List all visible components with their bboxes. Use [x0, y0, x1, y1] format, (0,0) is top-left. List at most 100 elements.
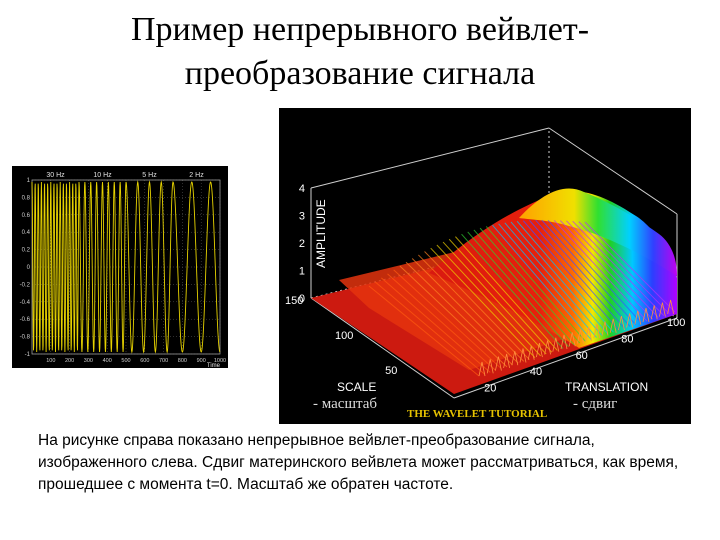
signal-segment-label: 10 Hz	[93, 172, 112, 179]
surface-ridge-line	[418, 254, 525, 362]
signal-waveform	[31, 180, 221, 354]
signal-y-tick: 0	[27, 265, 31, 271]
surface-ridge-line	[455, 236, 558, 351]
surface-spike	[478, 361, 486, 377]
surface-spike	[519, 348, 527, 363]
surface-ridge-line	[461, 233, 564, 349]
signal-x-tick: 200	[65, 358, 74, 364]
signal-x-tick: 1000	[214, 358, 226, 364]
surface-spike	[659, 302, 666, 317]
surface-spike	[511, 351, 519, 366]
surface-ridge-line	[529, 220, 625, 329]
surface-ridge-line	[374, 281, 485, 375]
translation-note: - сдвиг	[573, 396, 618, 412]
translation-axis-tick: 40	[530, 366, 542, 378]
signal-segment-label: 5 Hz	[142, 172, 157, 179]
surface-spike	[626, 313, 633, 328]
scale-axis-tick: 150	[285, 295, 303, 307]
signal-segment-label: 30 Hz	[46, 172, 65, 179]
scale-note: - масштаб	[313, 396, 378, 412]
signal-y-tick: 1	[27, 178, 31, 184]
surface-ridge-line	[387, 273, 497, 371]
surface-ridge-line	[381, 277, 491, 373]
signal-x-label: Time	[207, 363, 221, 368]
signal-y-tick: 0.2	[22, 248, 31, 254]
surface-ridge-line	[405, 261, 513, 366]
signal-x-tick: 400	[103, 358, 112, 364]
slide-title-line-1: Пример непрерывного вейвлет-	[130, 11, 590, 48]
surface-spike	[601, 321, 609, 336]
surface-ridge-line	[553, 219, 648, 322]
signal-y-tick: 0.4	[22, 230, 31, 236]
surface-ridge-line	[399, 265, 508, 368]
signal-x-tick: 900	[197, 358, 206, 364]
surface-ridge-line	[430, 247, 536, 359]
surface-ridge-line	[584, 221, 676, 313]
signal-y-tick: -0.4	[20, 300, 31, 306]
signal-x-tick: 100	[46, 358, 55, 364]
surface-ridge-line	[516, 220, 614, 333]
surface-spike	[568, 332, 576, 347]
surface-ridge-line	[572, 220, 665, 317]
z-axis-tick: 2	[299, 238, 305, 250]
scale-axis-tick: 100	[335, 330, 353, 342]
surface-spike	[503, 353, 510, 368]
surface-ridge-line	[393, 269, 502, 370]
surface-spike	[609, 318, 617, 333]
surface-spike	[486, 359, 494, 374]
signal-y-tick: -0.2	[20, 282, 31, 288]
surface-ridge-line	[541, 219, 637, 326]
surface-spike	[667, 299, 674, 314]
surface-ridge-line	[368, 285, 480, 377]
signal-plot-canvas: 1 0.8 0.6 0.4 0.2 0 -0.2 -0.4 -0.6 -0.8 -1 30 Hz 10 …	[20, 172, 226, 369]
surface-spike	[650, 305, 658, 320]
signal-x-tick: 700	[159, 358, 168, 364]
surface-spike	[544, 340, 551, 355]
signal-plot: 1 0.8 0.6 0.4 0.2 0 -0.2 -0.4 -0.6 -0.8 -1 30 Hz 10 …	[12, 166, 228, 369]
surface-ridge-line	[510, 221, 609, 335]
surface-ridge-line	[547, 219, 642, 324]
surface-ridge-line	[473, 229, 575, 346]
wavelet-surface	[311, 188, 677, 394]
signal-y-tick: 0.6	[22, 213, 31, 219]
slide-caption: На рисунке справа показано непрерывное в…	[38, 432, 679, 493]
surface-spike	[495, 356, 502, 371]
slide-title-line-2: преобразование сигнала	[184, 55, 536, 92]
signal-x-tick: 800	[178, 358, 187, 364]
surface-ridge-line	[479, 227, 581, 344]
surface-spike	[536, 343, 543, 358]
surface-ridge-line	[492, 224, 592, 340]
surface-ridge-line	[559, 220, 653, 320]
wavelet-surface-plot: AMPLITUDE 0 1 2 3 4 150 100 50 100 80 60 40 20 SCALE…	[279, 108, 691, 424]
surface-ridge-line	[411, 258, 519, 364]
surface-ridge-line	[467, 231, 569, 348]
surface-ridge-line	[578, 221, 670, 315]
surface-ridge-line	[485, 226, 586, 342]
wavelet-tutorial-logo: THE WAVELET TUTORIAL	[407, 408, 548, 420]
z-axis-tick: 3	[299, 211, 305, 223]
surface-ridge-line	[442, 241, 547, 355]
surface-ridge-line	[535, 219, 631, 327]
signal-y-tick: 0.8	[22, 195, 31, 201]
signal-x-tick: 300	[84, 358, 93, 364]
surface-spike	[618, 316, 625, 331]
surface-spike	[552, 337, 560, 352]
surface-ridge-line	[566, 220, 659, 318]
scale-axis-label: SCALE	[337, 380, 376, 394]
surface-spike	[593, 324, 601, 339]
signal-x-tick: 600	[140, 358, 149, 364]
surface-spike	[577, 329, 584, 344]
signal-segment-label: 2 Hz	[189, 172, 204, 179]
z-axis-label: AMPLITUDE	[314, 199, 328, 268]
wavelet-surface-canvas: AMPLITUDE 0 1 2 3 4 150 100 50 100 80 60 40 20 SCALE…	[285, 127, 685, 399]
z-axis-tick: 1	[299, 266, 305, 278]
signal-x-tick: 500	[121, 358, 130, 364]
surface-spike	[642, 307, 650, 323]
surface-ridge-line	[504, 222, 603, 337]
signal-y-tick: -1	[25, 352, 31, 358]
slide-title: Пример непрерывного вейвлет- преобразова…	[0, 8, 720, 96]
surface-ridge-line	[436, 244, 541, 357]
signal-plot-frame	[31, 179, 221, 355]
translation-axis-label: TRANSLATION	[565, 380, 648, 394]
z-axis-tick: 0	[299, 293, 305, 305]
